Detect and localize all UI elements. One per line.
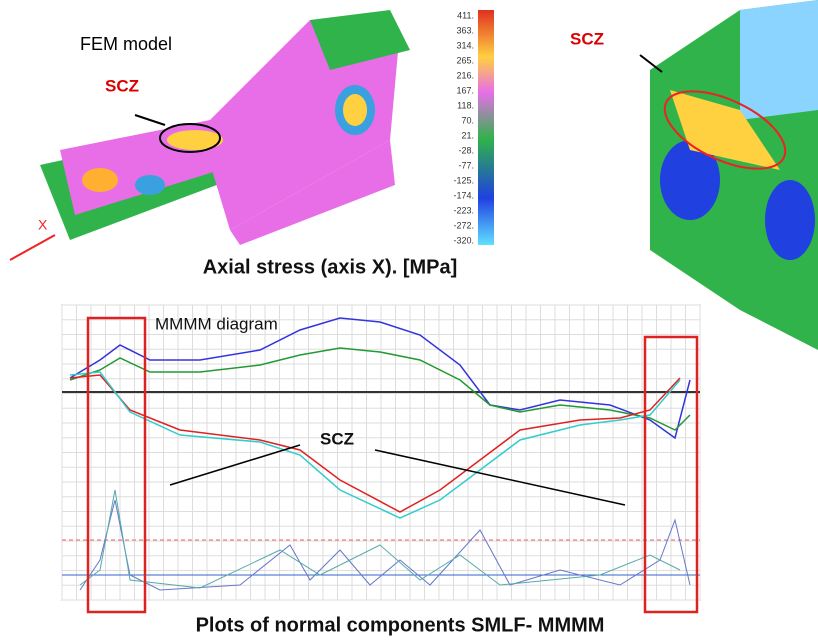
axis-label: X: [38, 217, 48, 233]
colorbar-label: -174.: [453, 190, 474, 200]
colorbar: [478, 10, 494, 245]
colorbar-label: 167.: [456, 85, 474, 95]
colorbar-labels: 411. 363. 314. 265. 216. 167. 118. 70. 21. -28. -7…: [453, 10, 474, 245]
colorbar-label: -125.: [453, 175, 474, 185]
caption: Plots of normal components SMLF- MMMM: [196, 614, 605, 636]
plot: MMMM diagram SCZ: [62, 305, 700, 612]
caption: Axial stress (axis X). [MPa]: [203, 256, 458, 278]
colorbar-label: 314.: [456, 40, 474, 50]
fem-model: FEM model SCZ X: [10, 10, 410, 260]
plot-title: MMMM diagram: [155, 314, 278, 333]
colorbar-label: -28.: [458, 145, 474, 155]
zone-label: SCZ: [105, 76, 139, 95]
fem-title: FEM model: [80, 34, 172, 54]
zone-label: SCZ: [320, 429, 354, 448]
colorbar-label: -272.: [453, 220, 474, 230]
colorbar-label: 21.: [461, 130, 474, 140]
colorbar-label: -320.: [453, 235, 474, 245]
colorbar-label: 216.: [456, 70, 474, 80]
colorbar-label: 265.: [456, 55, 474, 65]
colorbar-label: -223.: [453, 205, 474, 215]
colorbar-label: 118.: [457, 100, 474, 110]
figure: FEM model SCZ X 411. 363. 314. 265. 216. 167.…: [0, 0, 818, 640]
colorbar-label: 411.: [457, 10, 474, 20]
colorbar-label: 70.: [461, 115, 474, 125]
colorbar-label: 363.: [456, 25, 474, 35]
detail-view: SCZ: [570, 0, 818, 350]
zone-label: SCZ: [570, 29, 604, 48]
colorbar-label: -77.: [458, 160, 474, 170]
